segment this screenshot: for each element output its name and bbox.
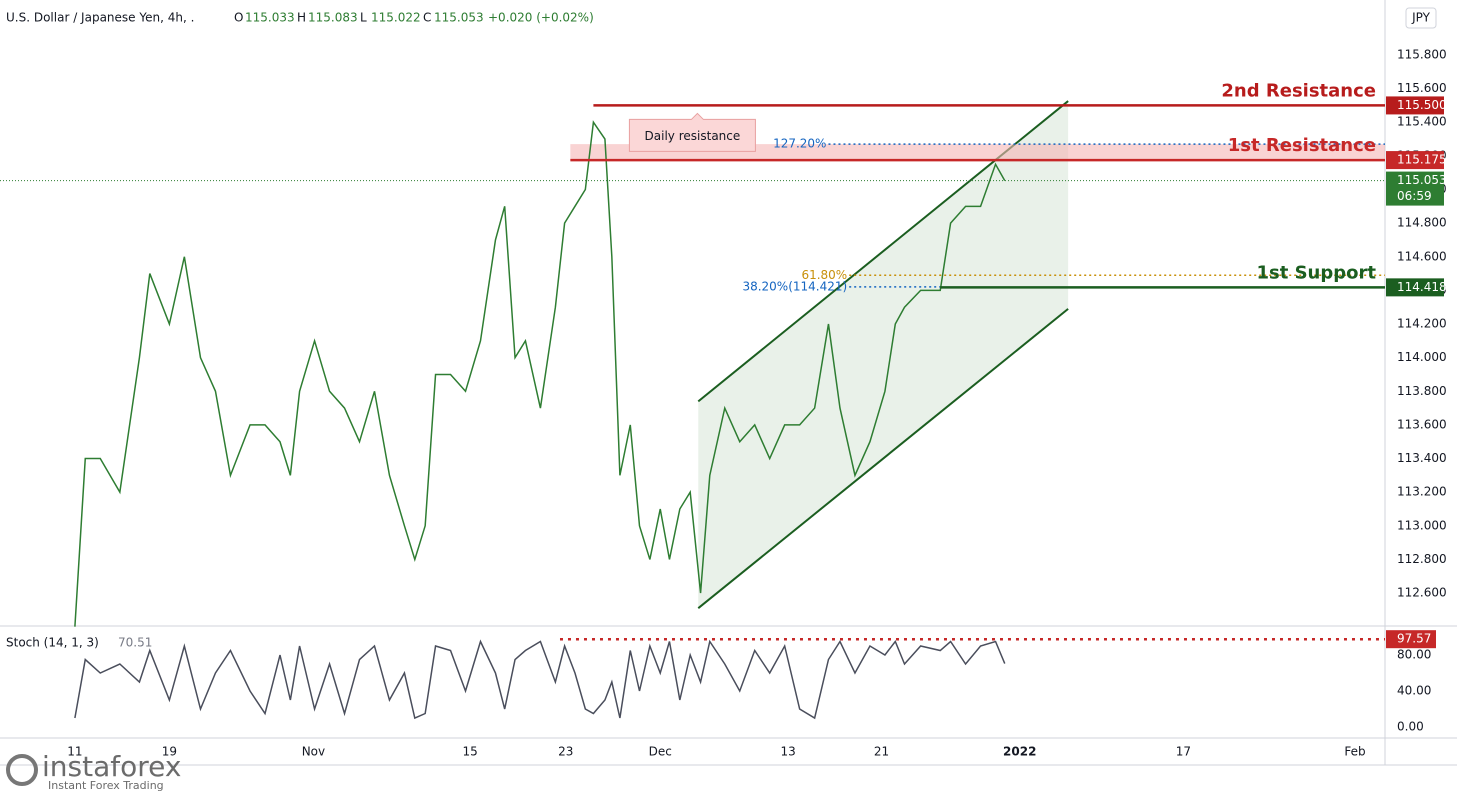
level-box [1386,151,1444,170]
stoch-line [74,639,1006,720]
x-tick-label: Dec [649,745,672,759]
y-tick-label: 115.800 [1397,47,1447,61]
ohlc-value: 115.083 [308,11,358,25]
y-tick-label: 114.600 [1397,249,1447,263]
channel-line [697,308,1069,609]
fib-label: 61.80% [801,268,847,282]
change: +0.020 (+0.02%) [488,11,594,25]
y-tick-label: 114.800 [1397,216,1447,230]
stoch-name: Stoch (14, 1, 3) [6,636,99,650]
stoch-level-value: 97.57 [1397,632,1431,646]
x-tick-label: 21 [874,745,889,759]
ohlc-key: H [297,11,306,25]
y-tick-label: 113.200 [1397,485,1447,499]
y-tick-label: 113.600 [1397,417,1447,431]
level-name: 1st Resistance [1228,135,1376,156]
y-tick-label: 114.200 [1397,317,1447,331]
note-text: Daily resistance [645,129,741,143]
fib-label: 127.20% [773,137,826,151]
current-box [1386,171,1444,206]
ohlc-value: 115.022 [371,11,421,25]
resistance-zone [570,144,1385,161]
stoch-last: 70.51 [118,636,152,650]
level-value: 115.175 [1397,153,1447,167]
y-tick-label: 113.400 [1397,451,1447,465]
level-box [1386,278,1444,297]
x-tick-label: Nov [302,745,325,759]
note-box [628,112,756,152]
y-tick-label: 115.600 [1397,81,1447,95]
channel-fill [698,101,1069,609]
stoch-level-box [1386,630,1436,649]
watermark-tagline: Instant Forex Trading [48,779,164,792]
currency-box [1405,7,1437,29]
level-name: 2nd Resistance [1221,80,1376,101]
y-tick-label: 112.800 [1397,552,1447,566]
ohlc-key: L [360,11,367,25]
current-value: 115.053 [1397,173,1447,187]
y-tick-label: 113.800 [1397,384,1447,398]
stoch-tick-label: 0.00 [1397,720,1424,734]
level-value: 114.418 [1397,280,1447,294]
y-tick-label: 115.400 [1397,115,1447,129]
ohlc-value: 115.033 [245,11,295,25]
level-name: 1st Support [1256,262,1376,283]
level-box [1386,96,1444,115]
x-tick-label: Feb [1344,745,1365,759]
x-tick-label: 19 [162,745,177,759]
level-value: 115.500 [1397,98,1447,112]
stoch-tick-label: 40.00 [1397,684,1431,698]
ohlc-key: O [234,11,243,25]
y-tick-label: 114.000 [1397,350,1447,364]
watermark-brand: instaforex [42,750,181,783]
countdown: 06:59 [1397,189,1432,203]
x-tick-label: 17 [1176,745,1191,759]
stoch-tick-label: 80.00 [1397,648,1431,662]
ohlc-key: C [423,11,431,25]
symbol: U.S. Dollar / Japanese Yen, 4h, . [6,11,194,25]
ohlc-value: 115.053 [434,11,484,25]
y-tick-label: 113.000 [1397,518,1447,532]
x-tick-label: 23 [558,745,573,759]
watermark-logo [6,754,38,786]
price-line [74,120,1006,627]
x-tick-label: 11 [67,745,82,759]
y-tick-label: 112.600 [1397,586,1447,600]
currency: JPY [1411,11,1431,25]
fib-label: 38.20%(114.421) [742,279,847,293]
x-tick-label: 15 [462,745,477,759]
x-tick-label: 2022 [1003,745,1036,759]
x-tick-label: 13 [780,745,795,759]
